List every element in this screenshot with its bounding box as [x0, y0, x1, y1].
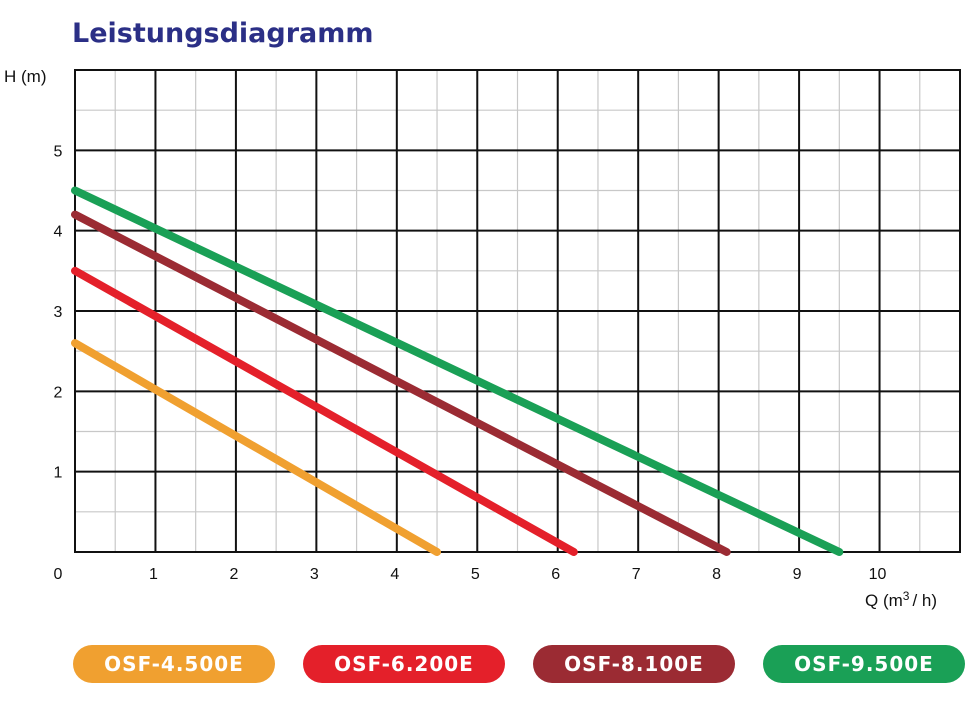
- legend-pill-osf-8-100e: [533, 645, 735, 683]
- x-tick-label: 8: [712, 566, 721, 583]
- series-line-osf-9-500e: [71, 186, 844, 556]
- legend-label-osf-6-200e: OSF-6.200E: [334, 652, 474, 676]
- plot-frame: [74, 69, 961, 553]
- x-tick-label: 10: [869, 566, 887, 583]
- x-tick-label: 3: [310, 566, 319, 583]
- x-tick-label: 9: [793, 566, 802, 583]
- legend-pill-osf-6-200e: [303, 645, 505, 683]
- x-axis-label-sup: 3: [903, 589, 910, 603]
- legend-label-osf-8-100e: OSF-8.100E: [564, 652, 704, 676]
- y-tick-label: 2: [54, 384, 63, 401]
- series-line-osf-6-200e: [71, 266, 578, 556]
- y-tick-label: 3: [54, 304, 63, 321]
- x-axis-label: Q (m3/ h): [865, 589, 937, 610]
- legend-label-osf-9-500e: OSF-9.500E: [794, 652, 934, 676]
- legend-label-osf-4-500e: OSF-4.500E: [104, 652, 244, 676]
- chart-title: Leistungsdiagramm: [72, 18, 374, 49]
- x-axis-label-main: Q (m: [865, 591, 903, 610]
- x-axis-label-tail: / h): [912, 591, 937, 610]
- y-axis-label: H (m): [4, 67, 46, 86]
- legend: OSF-4.500E OSF-6.200E OSF-8.100E OSF-9.500E: [73, 645, 965, 683]
- series-line-osf-4-500e: [71, 339, 441, 556]
- legend-pill-osf-4-500e: [73, 645, 275, 683]
- y-tick-label: 1: [54, 465, 63, 482]
- y-tick-label: 5: [54, 143, 63, 160]
- series-layer: [71, 186, 844, 556]
- x-tick-label: 1: [149, 566, 158, 583]
- series-line-osf-8-100e: [71, 210, 731, 556]
- x-tick-label: 6: [551, 566, 560, 583]
- x-tick-label: 2: [229, 566, 238, 583]
- x-tick-label: 5: [471, 566, 480, 583]
- x-tick-label: 4: [390, 566, 399, 583]
- x-tick-label: 7: [632, 566, 641, 583]
- x-tick-label: 0: [54, 566, 63, 583]
- legend-pill-osf-9-500e: [763, 645, 965, 683]
- tick-labels: 0 1 2 3 4 5 6 7 8 9 10 1 2 3 4 5: [54, 143, 887, 583]
- y-tick-label: 4: [54, 224, 63, 241]
